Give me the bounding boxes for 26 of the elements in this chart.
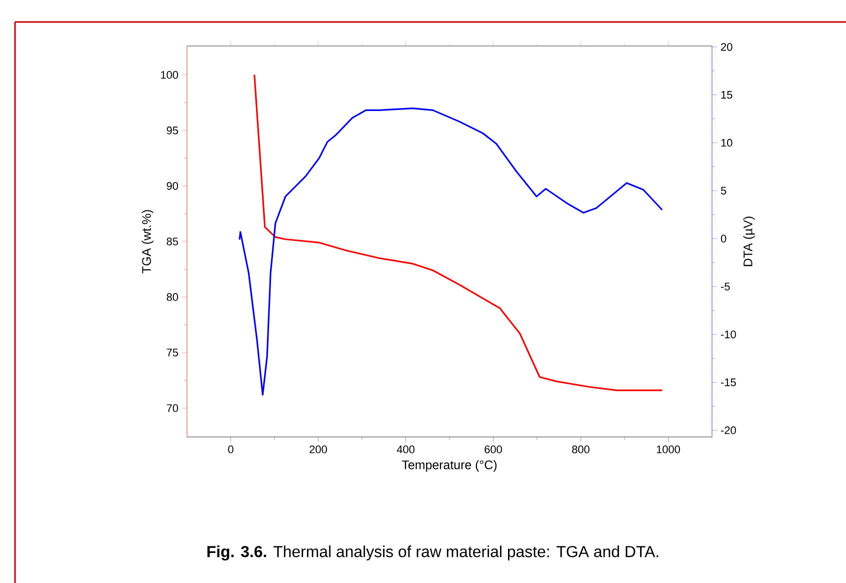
y-tick-label: 90 (166, 182, 178, 190)
y-tick-label: 100 (161, 70, 178, 79)
y-tick-label: 95 (166, 126, 178, 134)
y-tick-label: 75 (166, 348, 178, 356)
x-tick-label: 800 (572, 446, 590, 454)
y2-tick-label: -5 (721, 282, 730, 290)
y-tick-label: 85 (166, 238, 178, 246)
y-axis-title: TGA (wt.%) (142, 210, 154, 274)
y2-tick-label: 5 (720, 186, 726, 195)
y2-tick-label: 15 (721, 91, 732, 99)
text: Fig. 3.6. Thermal analysis of raw material paste: TGA and DTA. (207, 546, 658, 560)
y2-tick-label: -20 (721, 426, 736, 434)
y2-tick-label: 20 (721, 43, 732, 51)
x-tick-label: 0 (228, 446, 234, 454)
y2-tick-label: 0 (720, 234, 726, 242)
y2-tick-label: -10 (721, 330, 736, 338)
y2-axis-title: DTA (µV) (743, 216, 755, 266)
x-tick-label: 200 (310, 446, 327, 454)
y-tick-label: 70 (166, 404, 178, 412)
x-tick-label: 400 (396, 446, 414, 454)
y2-tick-label: -15 (721, 378, 736, 386)
x-tick-label: 1000 (656, 446, 680, 454)
x-axis-title: Temperature (°C) (402, 460, 497, 472)
y2-tick-label: 10 (721, 138, 732, 147)
x-tick-label: 600 (484, 446, 502, 454)
y-tick-label: 80 (166, 293, 178, 301)
